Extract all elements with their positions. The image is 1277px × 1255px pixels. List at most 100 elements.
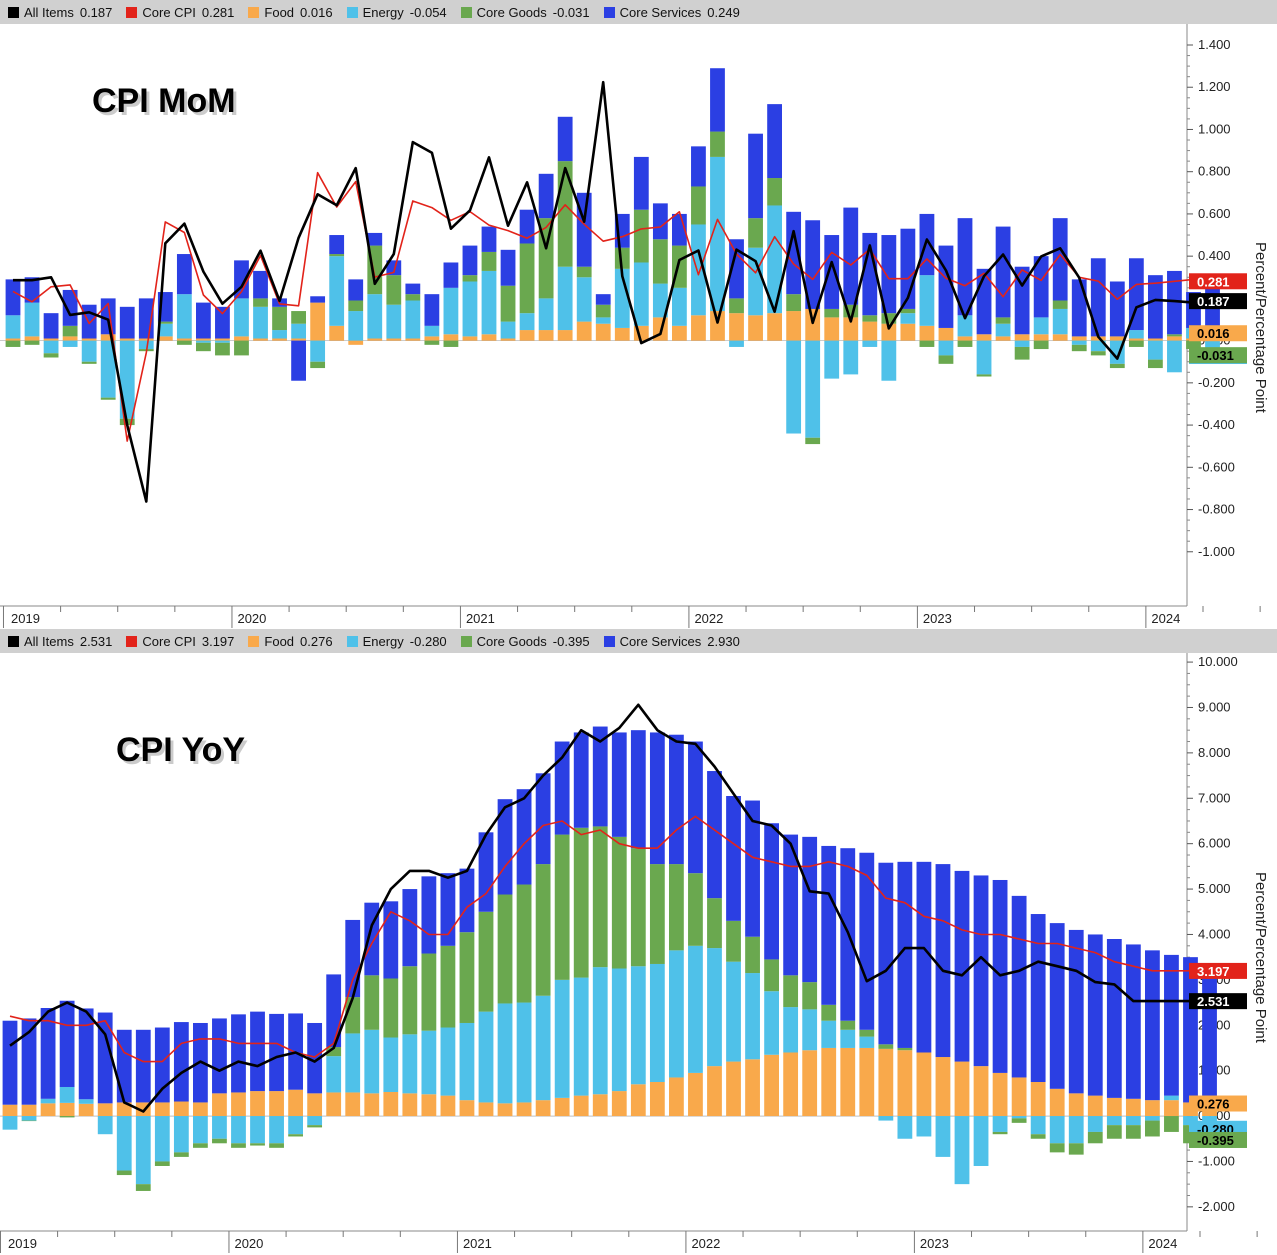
- bar-energy: [935, 1116, 951, 1157]
- bar-food: [707, 1066, 722, 1117]
- bar-core-goods: [821, 1004, 837, 1021]
- bar-core-services: [116, 1029, 132, 1103]
- bar-core-goods: [1033, 340, 1049, 350]
- value-tag-bg: [1189, 325, 1247, 342]
- legend-swatch: [460, 635, 472, 647]
- bar-food: [62, 336, 78, 341]
- bar-core-goods: [767, 178, 782, 206]
- bar-food: [291, 338, 306, 341]
- legend-name: Core CPI: [142, 4, 196, 20]
- bar-core-services: [652, 203, 668, 240]
- bar-core-services: [462, 245, 478, 276]
- bar-food: [649, 1082, 665, 1117]
- bar-energy: [97, 1116, 113, 1135]
- bar-energy: [878, 1116, 894, 1121]
- bar-core-services: [269, 1013, 284, 1092]
- legend-name: Energy: [362, 633, 404, 649]
- bar-food: [348, 340, 364, 345]
- x-year-label: 2019: [8, 1236, 37, 1251]
- bar-core-goods: [1148, 359, 1163, 369]
- y-axis-label: Percent/Percentage Point: [1252, 242, 1269, 414]
- bar-energy: [329, 256, 345, 326]
- bar-core-services: [59, 1000, 75, 1087]
- bar-food: [992, 1072, 1008, 1117]
- x-year-label: 2020: [234, 1236, 263, 1251]
- bar-energy: [383, 1037, 399, 1092]
- bar-core-services: [1068, 929, 1084, 1094]
- bar-energy: [916, 1116, 932, 1137]
- bar-food: [516, 1102, 532, 1117]
- bar-food: [329, 325, 345, 341]
- bar-core-goods: [1164, 1116, 1179, 1132]
- bar-food: [21, 1104, 37, 1117]
- bar-core-services: [935, 864, 951, 1058]
- bar-food: [840, 1047, 856, 1117]
- legend-value: 0.276: [300, 633, 333, 649]
- legend-swatch: [346, 6, 358, 18]
- bar-energy: [348, 311, 364, 341]
- bar-food: [173, 1101, 189, 1117]
- x-year-label: 2023: [920, 1236, 949, 1251]
- bar-energy: [954, 1116, 970, 1185]
- bar-core-services: [592, 726, 608, 827]
- bar-food: [310, 302, 326, 341]
- legend-swatch: [126, 635, 138, 647]
- bar-core-goods: [802, 982, 818, 1010]
- bar-food: [802, 1050, 818, 1117]
- bar-core-services: [669, 734, 684, 865]
- bar-core-goods: [135, 1184, 151, 1191]
- x-year-label: 2023: [923, 611, 952, 626]
- value-tag-core-goods: -0.031: [1189, 347, 1247, 364]
- bar-core-goods: [1014, 346, 1030, 360]
- bar-core-goods: [611, 836, 627, 969]
- bar-core-goods: [840, 1020, 856, 1030]
- bar-core-goods: [5, 340, 21, 347]
- bar-core-goods: [862, 315, 878, 322]
- bar-energy: [1183, 1116, 1198, 1126]
- bar-energy: [116, 1116, 132, 1171]
- bar-food: [405, 338, 421, 341]
- bar-energy: [43, 340, 59, 354]
- bar-core-services: [729, 239, 744, 299]
- y-tick-label: -0.200: [1198, 375, 1235, 390]
- bar-food: [805, 308, 821, 341]
- bar-food: [119, 338, 135, 341]
- bar-core-services: [215, 306, 230, 339]
- bar-food: [519, 330, 535, 341]
- bar-food: [288, 1089, 303, 1117]
- bar-core-services: [78, 1008, 94, 1100]
- y-tick-label: 1.200: [1198, 79, 1231, 94]
- bar-core-services: [21, 1018, 37, 1105]
- bar-energy: [1033, 317, 1049, 335]
- y-tick-label: 6.000: [1198, 836, 1231, 851]
- bar-core-goods: [630, 848, 646, 967]
- bar-core-services: [573, 732, 589, 828]
- bar-energy: [440, 1027, 456, 1096]
- bar-food: [881, 323, 897, 341]
- bar-energy: [250, 1116, 265, 1144]
- bar-core-goods: [992, 1131, 1008, 1135]
- legend-value: -0.395: [552, 633, 590, 649]
- bar-core-services: [196, 302, 211, 339]
- bar-core-services: [745, 800, 760, 937]
- value-tag-core-cpi: 0.281: [1189, 273, 1247, 290]
- bar-core-goods: [595, 304, 611, 318]
- y-tick-label: 10.000: [1198, 654, 1238, 669]
- bar-food: [100, 334, 116, 341]
- bar-core-services: [707, 771, 722, 899]
- bar-energy: [1205, 340, 1220, 352]
- bar-core-goods: [291, 311, 306, 324]
- bar-food: [367, 338, 383, 341]
- bar-core-goods: [215, 342, 230, 356]
- bar-food: [212, 1093, 227, 1117]
- bar-core-goods: [405, 294, 421, 301]
- bar-core-services: [916, 861, 932, 1053]
- legend-swatch: [248, 635, 260, 647]
- bar-core-goods: [786, 294, 802, 312]
- bar-food: [745, 1059, 760, 1117]
- bar-energy: [402, 1034, 418, 1094]
- bar-core-services: [649, 732, 665, 865]
- bar-energy: [421, 1030, 437, 1095]
- bar-food: [691, 315, 706, 341]
- bar-energy: [215, 340, 230, 343]
